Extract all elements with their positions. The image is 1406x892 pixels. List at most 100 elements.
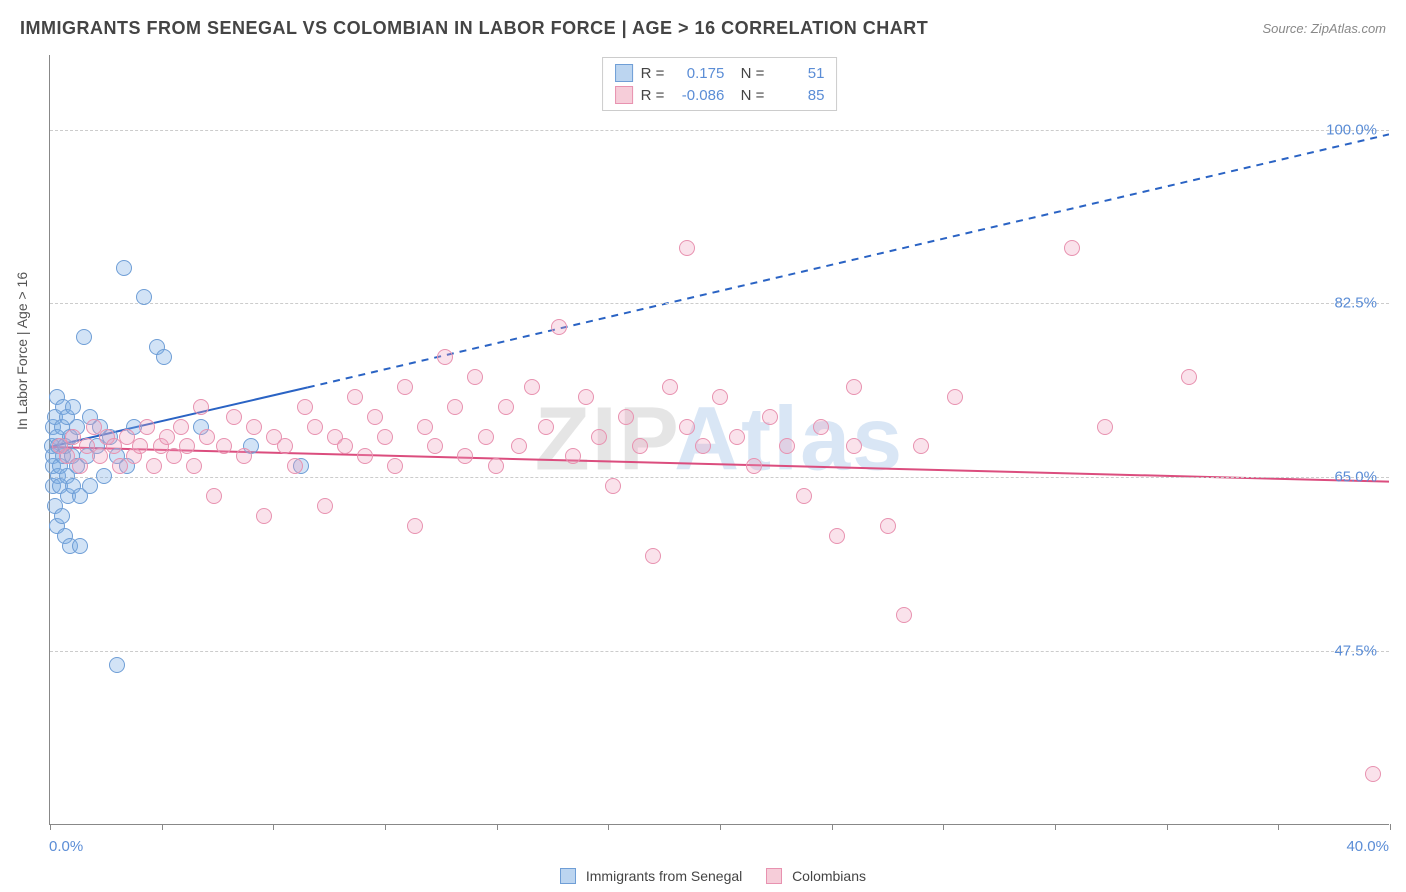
correlation-legend: R = 0.175 N = 51 R = -0.086 N = 85: [602, 57, 838, 111]
legend-n-label: N =: [732, 65, 764, 82]
legend-row-2: R = -0.086 N = 85: [615, 84, 825, 106]
scatter-point: [72, 538, 88, 554]
scatter-point: [578, 389, 594, 405]
plot-area: ZIPAtlas R = 0.175 N = 51 R = -0.086 N =…: [49, 55, 1389, 825]
scatter-point: [82, 478, 98, 494]
scatter-point: [96, 468, 112, 484]
scatter-point: [846, 379, 862, 395]
scatter-point: [106, 438, 122, 454]
scatter-point: [591, 429, 607, 445]
scatter-point: [457, 448, 473, 464]
source-label: Source: ZipAtlas.com: [1262, 21, 1386, 36]
scatter-point: [132, 438, 148, 454]
x-tick: [273, 824, 274, 830]
trend-line: [308, 134, 1389, 387]
gridline-h: [50, 303, 1389, 304]
scatter-point: [407, 518, 423, 534]
x-tick: [832, 824, 833, 830]
legend-r-value-1: 0.175: [672, 65, 724, 82]
scatter-point: [498, 399, 514, 415]
scatter-point: [447, 399, 463, 415]
scatter-point: [779, 438, 795, 454]
scatter-point: [437, 349, 453, 365]
scatter-point: [206, 488, 222, 504]
scatter-point: [947, 389, 963, 405]
scatter-point: [179, 438, 195, 454]
scatter-point: [645, 548, 661, 564]
scatter-point: [199, 429, 215, 445]
scatter-point: [632, 438, 648, 454]
scatter-point: [357, 448, 373, 464]
scatter-point: [618, 409, 634, 425]
scatter-point: [236, 448, 252, 464]
scatter-point: [427, 438, 443, 454]
scatter-point: [1365, 766, 1381, 782]
scatter-point: [1097, 419, 1113, 435]
legend-n-value-1: 51: [772, 65, 824, 82]
x-tick: [1390, 824, 1391, 830]
legend-row-1: R = 0.175 N = 51: [615, 62, 825, 84]
gridline-h: [50, 130, 1389, 131]
scatter-point: [76, 329, 92, 345]
scatter-point: [377, 429, 393, 445]
scatter-point: [846, 438, 862, 454]
bottom-label-1: Immigrants from Senegal: [586, 868, 742, 884]
scatter-point: [139, 419, 155, 435]
x-tick: [385, 824, 386, 830]
scatter-point: [159, 429, 175, 445]
scatter-point: [397, 379, 413, 395]
legend-swatch-1: [615, 64, 633, 82]
x-tick: [1167, 824, 1168, 830]
scatter-point: [226, 409, 242, 425]
x-tick: [608, 824, 609, 830]
scatter-point: [662, 379, 678, 395]
scatter-point: [695, 438, 711, 454]
scatter-point: [297, 399, 313, 415]
scatter-point: [173, 419, 189, 435]
scatter-point: [478, 429, 494, 445]
legend-r-label: R =: [641, 87, 665, 104]
bottom-label-2: Colombians: [792, 868, 866, 884]
scatter-point: [186, 458, 202, 474]
scatter-point: [112, 458, 128, 474]
scatter-point: [116, 260, 132, 276]
scatter-point: [277, 438, 293, 454]
scatter-point: [679, 240, 695, 256]
scatter-point: [813, 419, 829, 435]
scatter-point: [1181, 369, 1197, 385]
scatter-point: [166, 448, 182, 464]
scatter-point: [317, 498, 333, 514]
scatter-point: [605, 478, 621, 494]
x-tick: [1278, 824, 1279, 830]
x-tick: [497, 824, 498, 830]
scatter-point: [136, 289, 152, 305]
scatter-point: [72, 458, 88, 474]
legend-n-value-2: 85: [772, 87, 824, 104]
scatter-point: [92, 448, 108, 464]
y-tick-label: 100.0%: [1326, 121, 1377, 138]
scatter-point: [193, 399, 209, 415]
gridline-h: [50, 651, 1389, 652]
x-tick: [50, 824, 51, 830]
scatter-point: [109, 657, 125, 673]
bottom-swatch-1: [560, 868, 576, 884]
scatter-point: [287, 458, 303, 474]
legend-swatch-2: [615, 86, 633, 104]
scatter-point: [387, 458, 403, 474]
gridline-h: [50, 477, 1389, 478]
scatter-point: [538, 419, 554, 435]
legend-r-label: R =: [641, 65, 665, 82]
scatter-point: [156, 349, 172, 365]
scatter-point: [488, 458, 504, 474]
scatter-point: [307, 419, 323, 435]
scatter-point: [146, 458, 162, 474]
x-tick: [1055, 824, 1056, 830]
scatter-point: [796, 488, 812, 504]
x-tick: [943, 824, 944, 830]
bottom-legend: Immigrants from Senegal Colombians: [0, 868, 1406, 884]
scatter-point: [729, 429, 745, 445]
x-tick-label: 40.0%: [1346, 838, 1389, 855]
scatter-point: [54, 508, 70, 524]
scatter-point: [256, 508, 272, 524]
x-tick: [720, 824, 721, 830]
